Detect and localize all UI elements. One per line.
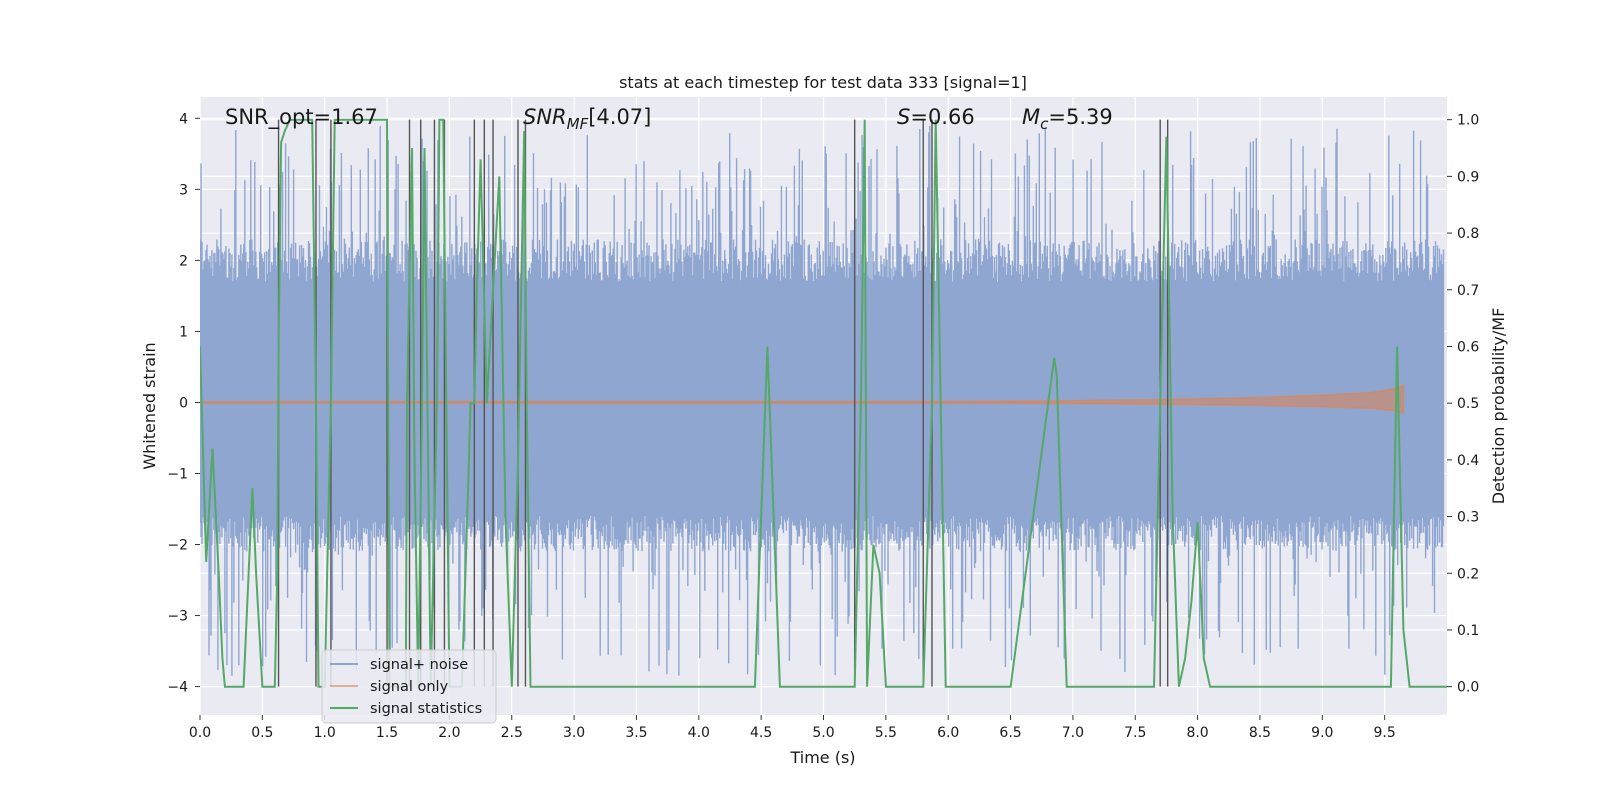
- x-tick-label: 7.0: [1062, 725, 1084, 741]
- x-tick-label: 3.5: [625, 725, 647, 741]
- y-right-tick-label: 0.0: [1457, 680, 1479, 696]
- x-tick-label: 5.5: [875, 725, 897, 741]
- y-right-tick-label: 1.0: [1457, 113, 1479, 129]
- series-signal-statistics: [200, 118, 1447, 688]
- y-left-axis-ticks: 4 3 2 1 0 −1 −2 −3 −4: [167, 111, 200, 696]
- x-tick-label: 0.5: [251, 725, 273, 741]
- x-tick-label: 6.0: [937, 725, 959, 741]
- y-right-tick-label: 0.6: [1457, 339, 1479, 355]
- series-signal-only: [200, 383, 1405, 415]
- y-left-tick-label: −1: [167, 466, 188, 482]
- y-right-tick-label: 0.3: [1457, 510, 1479, 526]
- x-tick-label: 7.5: [1124, 725, 1146, 741]
- x-tick-label: 9.5: [1374, 725, 1396, 741]
- x-axis-ticks: 0.0 0.5 1.0 1.5 2.0 2.5 3.0 3.5 4.0 4.5 5.0 5.5 6.0 6…: [189, 715, 1396, 741]
- y-right-tick-label: 0.1: [1457, 623, 1479, 639]
- y-left-tick-label: 1: [179, 324, 188, 340]
- annotation-snr-mf: SNRMF[4.07]: [523, 105, 651, 133]
- y-left-tick-label: 2: [179, 253, 188, 269]
- y-right-axis-ticks: 1.0 0.9 0.8 0.7 0.6 0.5 0.4 0.3 0.2 0.1 0.0: [1447, 113, 1479, 696]
- y-left-tick-label: 3: [179, 182, 188, 198]
- annotation-s: S=0.66: [897, 105, 975, 129]
- legend: signal+ noise signal only signal statist…: [321, 649, 497, 724]
- y-right-tick-label: 0.9: [1457, 169, 1479, 185]
- y-left-axis-label: Whitened strain: [140, 342, 159, 469]
- x-tick-label: 9.0: [1311, 725, 1333, 741]
- y-left-tick-label: 4: [179, 111, 188, 127]
- annotation-mc-value: =5.39: [1048, 105, 1112, 129]
- y-left-tick-label: 0: [179, 395, 188, 411]
- x-tick-label: 8.5: [1249, 725, 1271, 741]
- y-right-tick-label: 0.8: [1457, 226, 1479, 242]
- annotation-mc: Mc=5.39: [1022, 105, 1113, 133]
- legend-label-signal-statistics: signal statistics: [370, 701, 482, 717]
- legend-label-signal-plus-noise: signal+ noise: [370, 657, 468, 673]
- y-left-tick-label: −2: [167, 538, 188, 554]
- x-tick-label: 6.5: [999, 725, 1021, 741]
- chart-title: stats at each timestep for test data 333…: [619, 73, 1027, 92]
- x-tick-label: 8.0: [1186, 725, 1208, 741]
- x-tick-label: 4.0: [688, 725, 710, 741]
- y-right-tick-label: 0.4: [1457, 453, 1479, 469]
- legend-label-signal-only: signal only: [370, 679, 449, 695]
- y-left-tick-label: −4: [167, 680, 188, 696]
- x-tick-label: 1.5: [376, 725, 398, 741]
- annotation-snr-mf-value: [4.07]: [588, 105, 651, 129]
- annotation-s-value: =0.66: [910, 105, 974, 129]
- y-right-tick-label: 0.5: [1457, 396, 1479, 412]
- x-tick-label: 3.0: [563, 725, 585, 741]
- x-tick-label: 5.0: [812, 725, 834, 741]
- y-right-axis-label: Detection probability/MF: [1489, 308, 1508, 505]
- x-tick-label: 2.0: [438, 725, 460, 741]
- y-left-tick-label: −3: [167, 609, 188, 625]
- y-right-tick-label: 0.7: [1457, 283, 1479, 299]
- marker-lines: [277, 119, 1169, 687]
- x-tick-label: 0.0: [189, 725, 211, 741]
- x-tick-label: 4.5: [750, 725, 772, 741]
- annotation-snr-opt: SNR_opt=1.67: [225, 105, 378, 130]
- y-right-tick-label: 0.2: [1457, 566, 1479, 582]
- x-axis-label: Time (s): [789, 748, 855, 767]
- x-tick-label: 2.5: [501, 725, 523, 741]
- x-tick-label: 1.0: [314, 725, 336, 741]
